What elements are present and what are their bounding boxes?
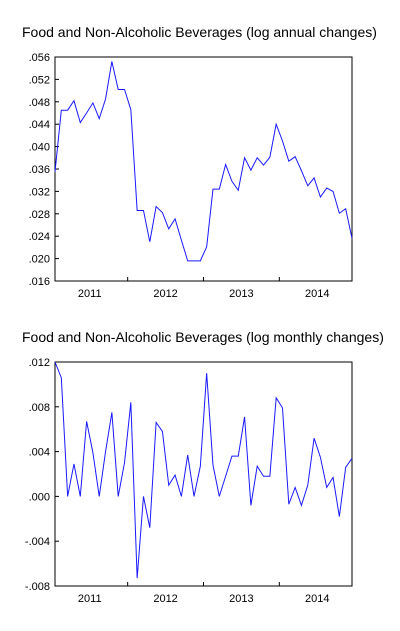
annual-y-tick-label: .040 <box>29 142 50 154</box>
annual-y-tick-label: .056 <box>29 52 50 64</box>
monthly-series-line <box>54 361 353 579</box>
chart-title-annual: Food and Non-Alcoholic Beverages (log an… <box>22 24 377 40</box>
annual-y-tick-label: .036 <box>29 164 50 176</box>
monthly-y-tick-label: .004 <box>29 447 50 459</box>
annual-changes-chart: .016 .020 .024 .028 .032 .036 .040 .044 .048 .052… <box>29 52 353 300</box>
monthly-x-tick-label: 2011 <box>78 593 102 605</box>
annual-y-tick-label: .020 <box>29 254 50 266</box>
annual-y-tick-label: .016 <box>29 276 50 288</box>
monthly-y-tick-label: -.008 <box>25 581 50 593</box>
annual-y-tick-label: .024 <box>29 231 50 243</box>
monthly-y-tick-label: -.004 <box>25 536 50 548</box>
annual-x-tick-label: 2014 <box>305 288 329 300</box>
monthly-y-tick-label: .012 <box>29 357 50 369</box>
annual-series-line <box>54 61 353 262</box>
monthly-y-tick-label: .000 <box>29 491 50 503</box>
monthly-x-tick-label: 2014 <box>305 593 329 605</box>
annual-y-tick-label: .052 <box>29 74 50 86</box>
monthly-plot-frame <box>54 361 353 587</box>
annual-y-tick-label: .048 <box>29 97 50 109</box>
annual-y-tick-label: .032 <box>29 186 50 198</box>
annual-x-tick-label: 2013 <box>229 288 253 300</box>
chart-title-monthly: Food and Non-Alcoholic Beverages (log mo… <box>22 329 384 345</box>
annual-x-tick-label: 2011 <box>78 288 102 300</box>
monthly-x-tick-label: 2013 <box>229 593 253 605</box>
monthly-y-tick-label: .008 <box>29 402 50 414</box>
monthly-x-tick-label: 2012 <box>153 593 177 605</box>
annual-y-tick-label: .028 <box>29 209 50 221</box>
annual-x-tick-label: 2012 <box>153 288 177 300</box>
annual-y-tick-label: .044 <box>29 119 50 131</box>
